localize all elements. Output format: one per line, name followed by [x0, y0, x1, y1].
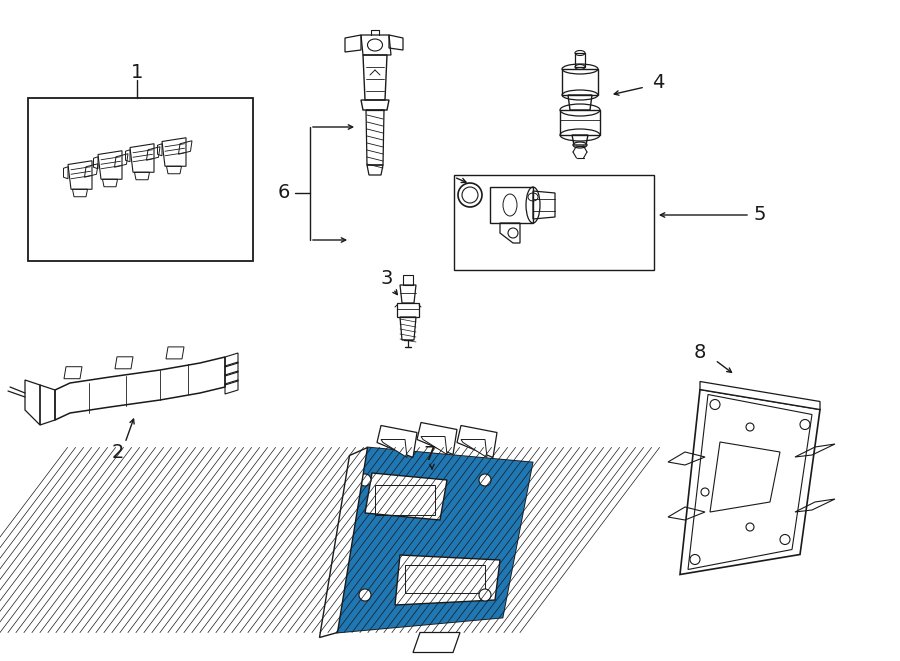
Circle shape	[359, 589, 371, 601]
Polygon shape	[700, 381, 820, 410]
Bar	[403, 275, 413, 285]
Text: 6: 6	[278, 184, 290, 202]
Polygon shape	[377, 426, 417, 457]
Text: 2: 2	[112, 442, 124, 461]
Polygon shape	[365, 473, 447, 520]
Bar	[405, 565, 485, 593]
Polygon shape	[457, 426, 497, 457]
Text: 8: 8	[694, 342, 706, 362]
Bar	[375, 485, 435, 515]
Text: 7: 7	[424, 446, 436, 465]
Circle shape	[479, 589, 491, 601]
Text: 4: 4	[652, 73, 664, 93]
Circle shape	[359, 474, 371, 486]
Polygon shape	[320, 447, 367, 637]
Polygon shape	[338, 447, 533, 633]
Bar	[454, 175, 654, 270]
Text: 5: 5	[754, 206, 766, 225]
Text: 3: 3	[381, 268, 393, 288]
Polygon shape	[461, 440, 487, 457]
Bar	[575, 53, 585, 67]
Bar	[28, 98, 253, 261]
Polygon shape	[413, 633, 460, 652]
Circle shape	[479, 474, 491, 486]
Polygon shape	[381, 440, 407, 457]
Text: 1: 1	[130, 63, 143, 81]
Polygon shape	[421, 436, 447, 455]
Polygon shape	[395, 555, 500, 605]
Polygon shape	[417, 422, 457, 455]
